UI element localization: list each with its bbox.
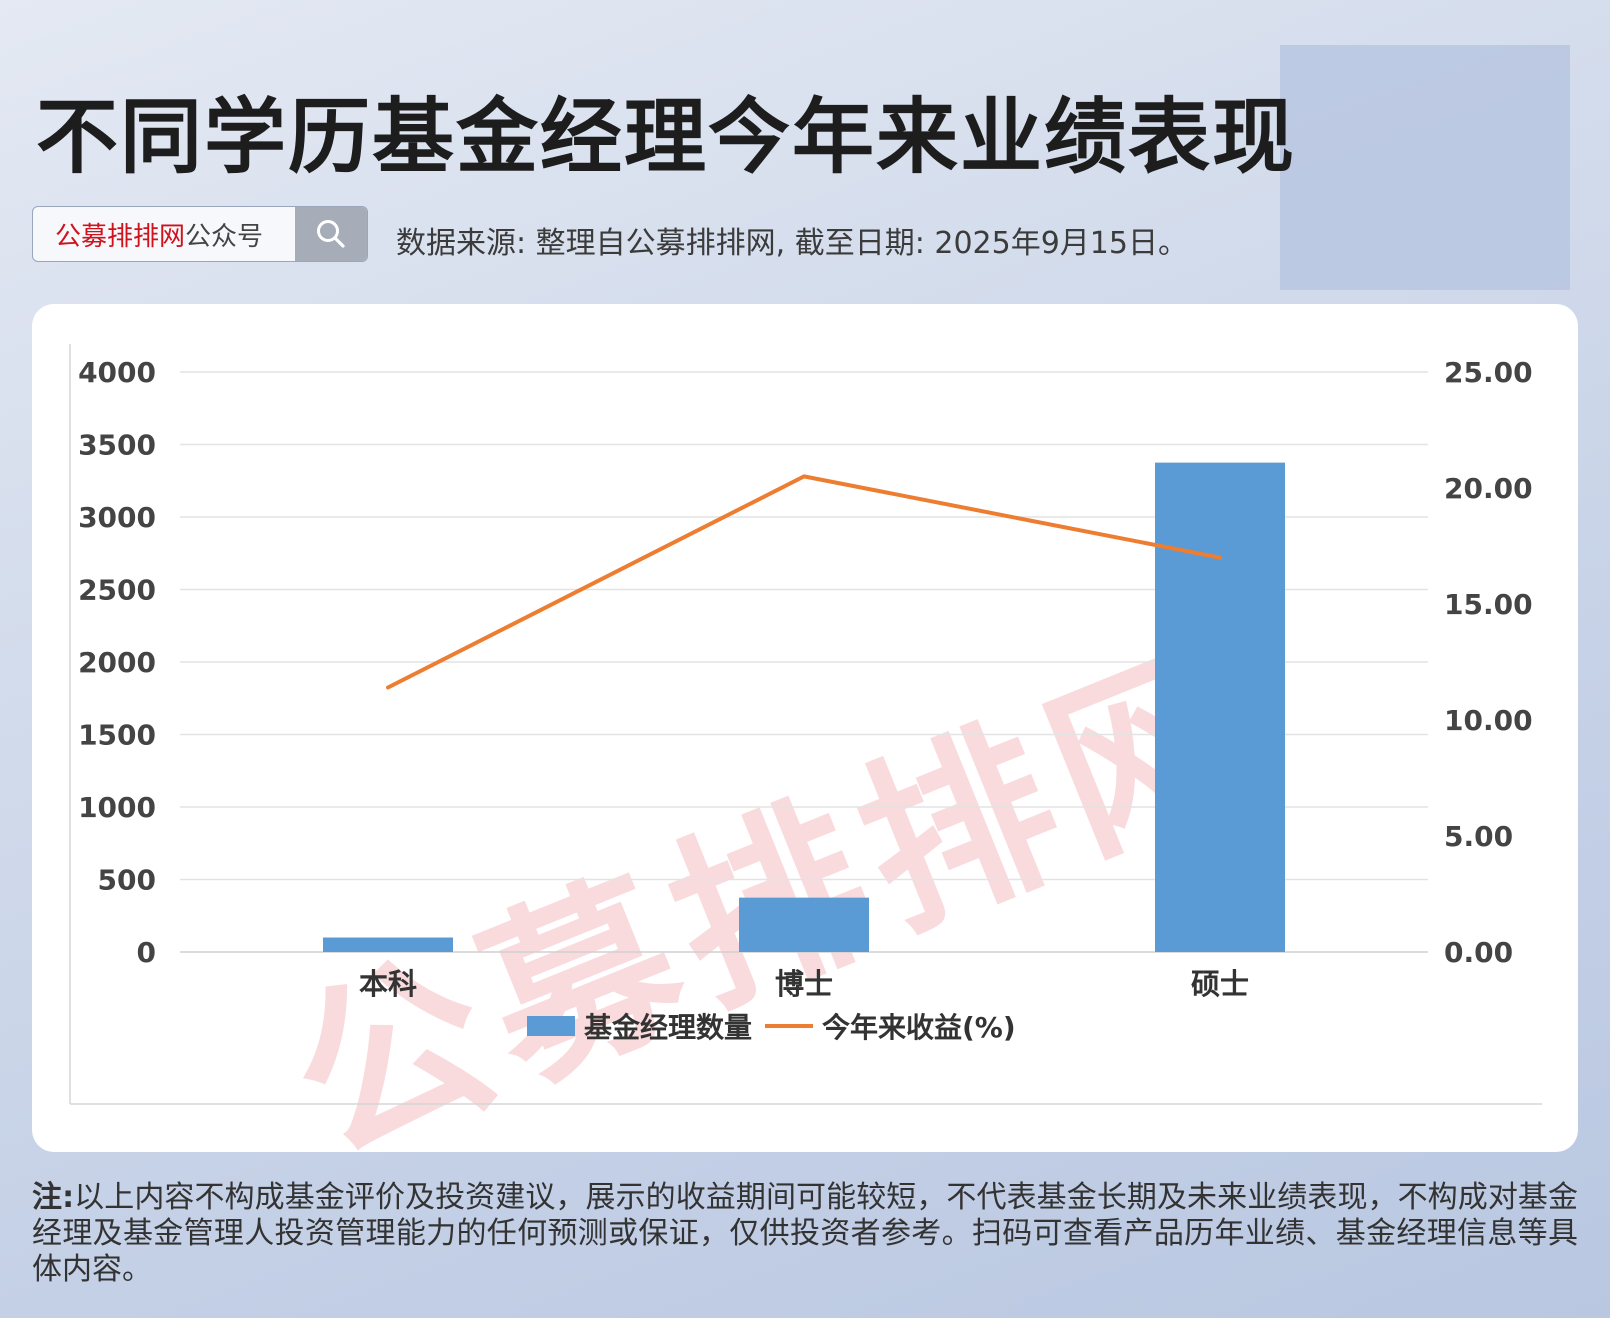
search-button[interactable] xyxy=(295,207,367,261)
page-title: 不同学历基金经理今年来业绩表现 xyxy=(36,90,1297,185)
bar-硕士 xyxy=(1155,462,1285,952)
line-series xyxy=(386,474,1222,690)
left-tick-label: 4000 xyxy=(78,356,156,389)
bar-series xyxy=(323,462,1285,952)
left-tick-label: 500 xyxy=(98,864,156,897)
left-tick-label: 1500 xyxy=(78,719,156,752)
watermark: 公募排排网 xyxy=(263,610,1292,1152)
legend-line-label: 今年来收益(%) xyxy=(822,1011,1016,1044)
left-tick-label: 2000 xyxy=(78,646,156,679)
x-axis: 本科 博士 硕士 xyxy=(359,967,1249,1001)
footnote-label: 注: xyxy=(32,1180,75,1215)
footnote: 注:以上内容不构成基金评价及投资建议，展示的收益期间可能较短，不代表基金长期及未… xyxy=(32,1180,1578,1288)
search-icon xyxy=(317,220,345,248)
x-tick-label: 本科 xyxy=(359,967,417,1001)
footnote-text: 以上内容不构成基金评价及投资建议，展示的收益期间可能较短，不代表基金长期及未来业… xyxy=(32,1180,1578,1287)
data-source: 数据来源: 整理自公募排排网, 截至日期: 2025年9月15日。 xyxy=(396,226,1188,261)
chart-card: 公募排排网 0 500 1000 1500 2000 2500 3000 3500 4000 0… xyxy=(32,304,1578,1152)
x-tick-label: 博士 xyxy=(775,967,833,1001)
legend-bar-label: 基金经理数量 xyxy=(584,1011,752,1044)
left-tick-label: 3000 xyxy=(78,501,156,534)
right-axis: 0.00 5.00 10.00 15.00 20.00 25.00 xyxy=(1444,356,1533,969)
left-tick-label: 2500 xyxy=(78,574,156,607)
legend: 基金经理数量 今年来收益(%) xyxy=(527,1011,1016,1044)
brand-suffix: 公众号 xyxy=(185,221,264,252)
right-tick-label: 10.00 xyxy=(1444,704,1533,737)
right-tick-label: 0.00 xyxy=(1444,936,1513,969)
bar-博士 xyxy=(739,897,869,952)
right-tick-label: 20.00 xyxy=(1444,472,1533,505)
brand-search-box[interactable]: 公募排排网 公众号 xyxy=(32,206,368,262)
right-tick-label: 15.00 xyxy=(1444,588,1533,621)
decorative-panel xyxy=(1280,45,1570,290)
right-tick-label: 25.00 xyxy=(1444,356,1533,389)
left-tick-label: 3500 xyxy=(78,429,156,462)
left-axis: 0 500 1000 1500 2000 2500 3000 3500 4000 xyxy=(78,356,156,969)
left-tick-label: 1000 xyxy=(78,791,156,824)
right-tick-label: 5.00 xyxy=(1444,820,1513,853)
brand-label: 公募排排网 公众号 xyxy=(33,207,295,261)
brand-name: 公募排排网 xyxy=(55,221,186,252)
bar-本科 xyxy=(323,937,453,952)
legend-bar-swatch xyxy=(527,1016,575,1036)
left-tick-label: 0 xyxy=(137,936,156,969)
combo-chart: 公募排排网 0 500 1000 1500 2000 2500 3000 3500 4000 0… xyxy=(69,344,1542,1152)
x-tick-label: 硕士 xyxy=(1191,967,1249,1001)
